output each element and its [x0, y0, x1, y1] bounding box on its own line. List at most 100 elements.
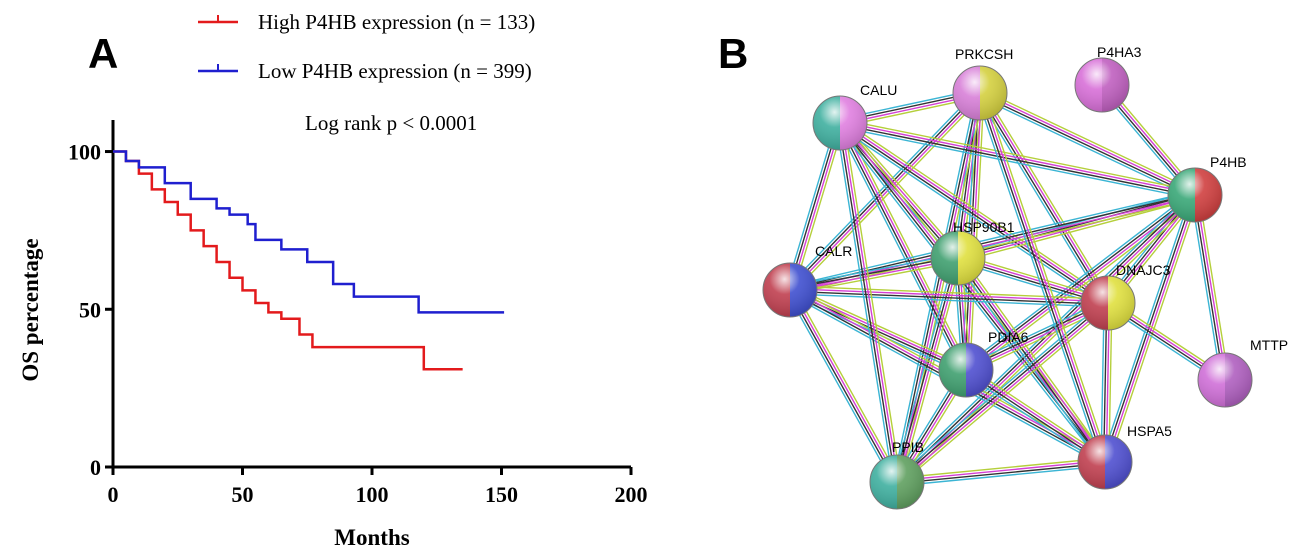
edge — [790, 93, 982, 292]
edge — [840, 122, 899, 482]
edge — [785, 291, 895, 485]
node-label: P4HA3 — [1097, 44, 1142, 60]
edge — [978, 95, 1194, 200]
edge — [1193, 195, 1225, 381]
node-label: P4HB — [1210, 154, 1247, 170]
edge — [892, 92, 977, 482]
edge — [956, 190, 1195, 255]
edge — [790, 288, 1109, 303]
edge — [843, 122, 902, 482]
edge — [841, 119, 1111, 301]
edge — [958, 195, 1196, 260]
edge — [786, 89, 978, 288]
node-label: PPIB — [892, 439, 924, 455]
edge — [976, 94, 1106, 306]
edge — [894, 299, 1106, 480]
node-label: HSP90B1 — [953, 219, 1015, 235]
edge — [842, 120, 971, 369]
edge — [975, 94, 1102, 464]
edge — [840, 121, 1196, 195]
edge — [980, 91, 1196, 195]
annotation: Log rank p < 0.0001 — [305, 111, 477, 135]
edge — [790, 289, 899, 482]
edge — [1195, 194, 1227, 380]
edge — [958, 198, 1197, 263]
edge — [981, 88, 1197, 193]
edge — [956, 258, 1105, 464]
edge — [978, 93, 1105, 463]
survival-curve — [113, 150, 505, 314]
node — [762, 262, 818, 318]
edge — [785, 121, 837, 290]
edge — [793, 123, 845, 292]
node-label: PRKCSH — [955, 46, 1013, 62]
node-label: HSPA5 — [1127, 423, 1172, 439]
node — [1077, 434, 1133, 490]
edge — [838, 123, 966, 371]
edge — [838, 123, 1108, 305]
edge — [895, 92, 980, 482]
edge — [897, 195, 1197, 484]
edge — [790, 261, 959, 295]
edge — [982, 90, 1112, 302]
edge — [791, 285, 968, 368]
edge — [790, 123, 842, 291]
edge — [897, 462, 1106, 484]
edge — [840, 121, 960, 258]
edge — [792, 95, 984, 294]
network: PRKCSH P4HA3 CALU P4HB HSP90B1 CALR DNAJC3 MTTP… — [762, 44, 1288, 510]
edge — [957, 193, 1195, 258]
node-label: PDIA6 — [988, 329, 1029, 345]
edge — [980, 92, 1107, 462]
edge — [978, 93, 1108, 305]
node — [952, 65, 1008, 121]
node-label: CALR — [815, 243, 852, 259]
edge — [899, 197, 1199, 486]
edge — [790, 285, 1109, 300]
x-axis-label: Months — [334, 525, 409, 550]
x-tick-label: 150 — [485, 482, 518, 507]
node — [1074, 57, 1130, 113]
edge — [963, 372, 1104, 466]
legend-label: High P4HB expression (n = 133) — [258, 10, 535, 34]
x-tick-label: 200 — [615, 482, 648, 507]
y-tick-label: 0 — [90, 455, 101, 480]
edge — [966, 93, 982, 371]
edge — [836, 124, 1103, 465]
edge — [964, 193, 1195, 370]
edge — [840, 121, 1110, 303]
edge — [788, 190, 1195, 287]
edge — [967, 366, 1108, 460]
edge — [899, 305, 1111, 486]
y-tick-label: 50 — [79, 297, 101, 322]
edge — [835, 123, 894, 483]
node-label: MTTP — [1250, 337, 1288, 353]
x-tick-label: 50 — [232, 482, 254, 507]
edge — [790, 258, 959, 292]
x-tick-label: 100 — [356, 482, 389, 507]
edge — [835, 124, 964, 373]
edge — [792, 287, 902, 481]
node — [812, 95, 868, 151]
edge — [839, 126, 1195, 200]
panel-label: B — [718, 30, 748, 77]
y-axis-label: OS percentage — [18, 238, 43, 381]
edge — [1190, 195, 1222, 381]
edge — [788, 290, 897, 483]
edge — [979, 93, 1195, 197]
node — [1197, 352, 1253, 408]
edge — [1198, 194, 1230, 380]
edge — [958, 256, 1107, 462]
edge — [789, 253, 958, 287]
edge — [963, 191, 1194, 368]
x-tick-label: 0 — [108, 482, 119, 507]
node — [930, 230, 986, 286]
node-label: DNAJC3 — [1116, 262, 1171, 278]
edge — [900, 93, 985, 483]
node — [1080, 275, 1136, 331]
edge — [789, 256, 958, 290]
node — [1167, 167, 1223, 223]
edge — [788, 91, 980, 290]
edge — [897, 93, 982, 483]
edge — [980, 91, 1110, 303]
